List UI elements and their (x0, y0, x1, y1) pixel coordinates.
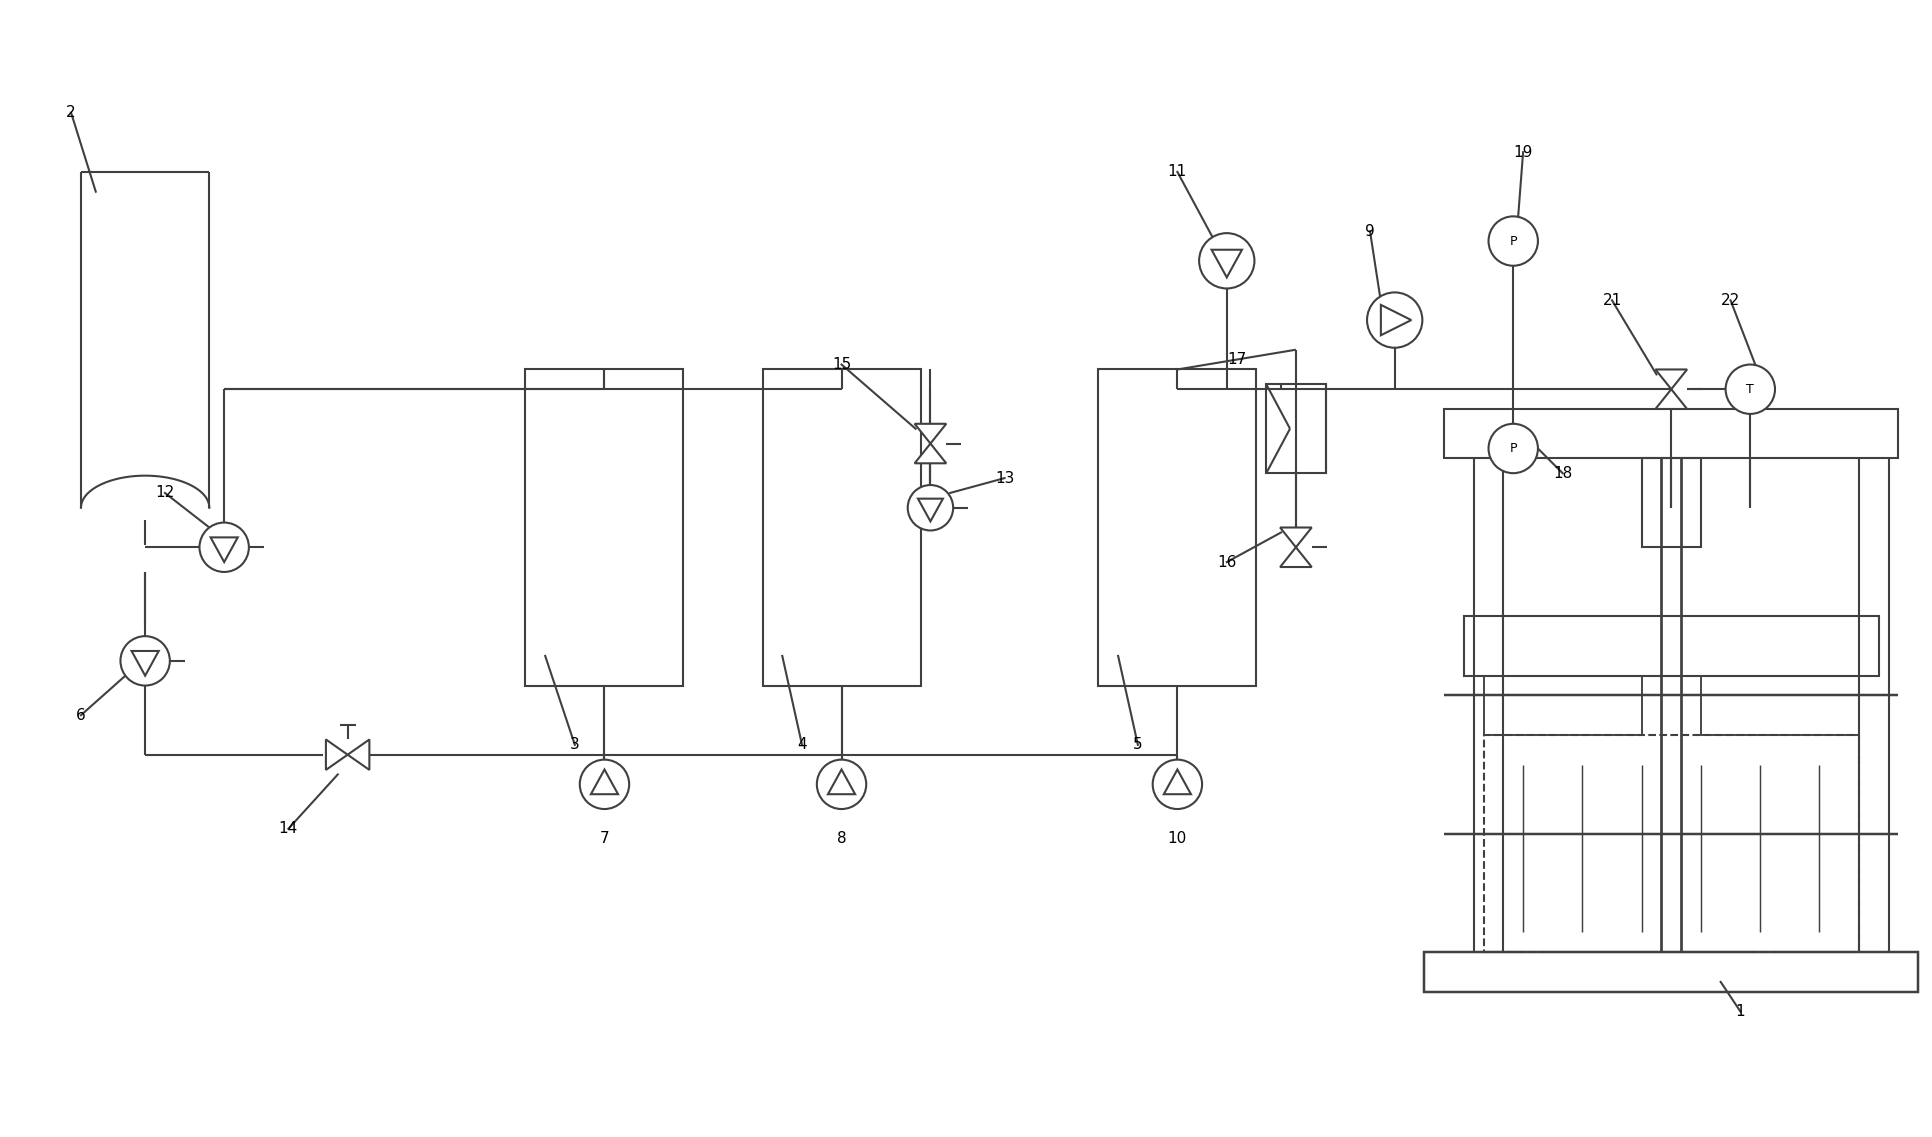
Bar (1099, 370, 1256, 686)
Polygon shape (1656, 389, 1687, 409)
Polygon shape (131, 652, 158, 675)
Text: 7: 7 (599, 831, 609, 846)
Bar (526, 370, 684, 686)
Polygon shape (1281, 528, 1312, 547)
Bar (763, 370, 920, 686)
Polygon shape (211, 538, 238, 562)
Text: 19: 19 (1513, 144, 1532, 159)
Circle shape (120, 637, 170, 686)
Bar (1642, 458, 1700, 547)
Bar (1464, 616, 1878, 675)
Text: 22: 22 (1721, 293, 1741, 308)
Circle shape (1488, 424, 1538, 473)
Bar (1700, 675, 1859, 735)
Text: 17: 17 (1227, 352, 1246, 367)
Text: 5: 5 (1132, 737, 1142, 753)
Polygon shape (1211, 250, 1242, 277)
Circle shape (199, 523, 249, 572)
Bar (1265, 384, 1325, 473)
Polygon shape (829, 770, 856, 795)
Circle shape (908, 485, 952, 531)
Text: 18: 18 (1553, 466, 1573, 481)
Text: 15: 15 (833, 357, 852, 372)
Bar (1484, 675, 1642, 735)
Polygon shape (1381, 305, 1410, 335)
Text: P: P (1509, 234, 1517, 248)
Text: 13: 13 (995, 471, 1014, 485)
Text: 14: 14 (278, 821, 298, 837)
Text: 21: 21 (1602, 293, 1621, 308)
Text: 6: 6 (75, 707, 85, 723)
Text: 8: 8 (837, 831, 846, 846)
Text: 10: 10 (1167, 831, 1186, 846)
Circle shape (1368, 292, 1422, 348)
Circle shape (1725, 365, 1776, 414)
Polygon shape (914, 443, 947, 463)
Circle shape (1488, 216, 1538, 266)
Text: P: P (1509, 442, 1517, 455)
Polygon shape (1163, 770, 1190, 795)
Text: 11: 11 (1167, 165, 1186, 180)
Circle shape (817, 760, 866, 810)
Polygon shape (914, 424, 947, 443)
Text: 16: 16 (1217, 555, 1236, 570)
Text: 9: 9 (1366, 224, 1376, 239)
Text: 3: 3 (570, 737, 580, 753)
Polygon shape (918, 499, 943, 522)
Bar (1443, 409, 1899, 458)
Polygon shape (1656, 370, 1687, 389)
Text: 12: 12 (155, 485, 174, 500)
Polygon shape (348, 739, 369, 770)
Polygon shape (591, 770, 618, 795)
Bar (1424, 953, 1918, 991)
Polygon shape (1281, 547, 1312, 567)
Polygon shape (327, 739, 348, 770)
Circle shape (580, 760, 630, 810)
Text: 1: 1 (1735, 1004, 1745, 1019)
Text: 2: 2 (66, 105, 75, 121)
Circle shape (1153, 760, 1202, 810)
Text: T: T (1747, 383, 1754, 396)
Bar (1484, 735, 1859, 953)
Text: 4: 4 (798, 737, 808, 753)
Circle shape (1200, 233, 1254, 289)
